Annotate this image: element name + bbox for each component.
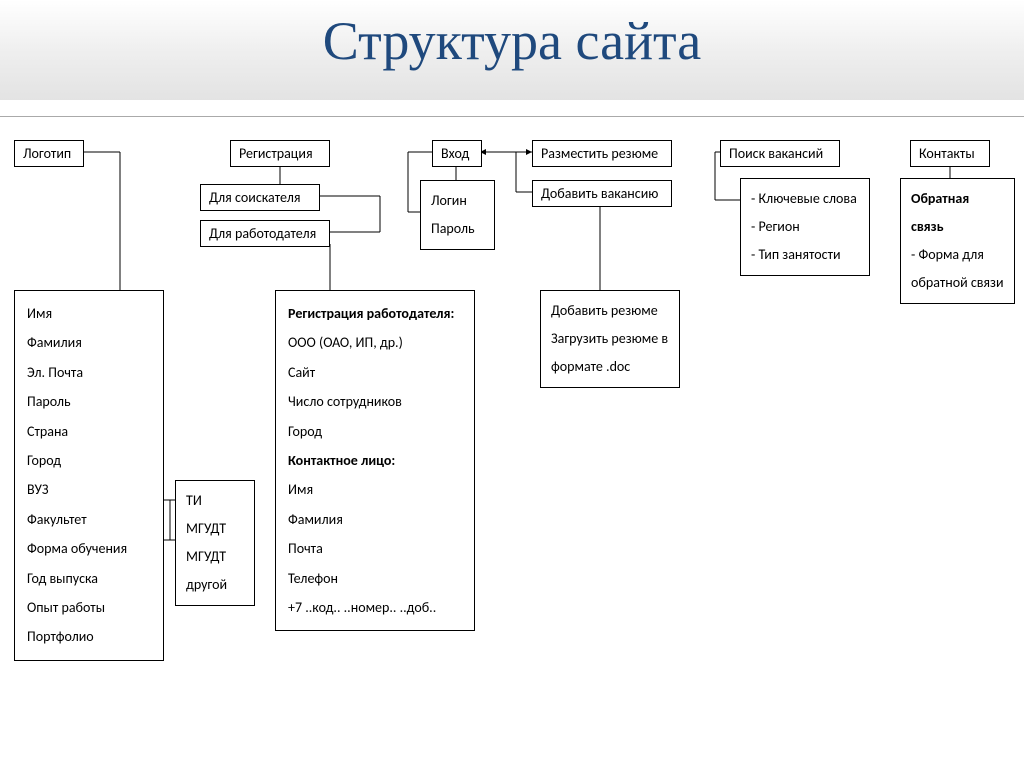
node-applicant-fields: ИмяФамилияЭл. ПочтаПарольСтранаГородВУЗФ… — [14, 290, 164, 661]
employer-line-4: Город — [288, 417, 462, 446]
node-resume-sub: Добавить резюме Загрузить резюме в форма… — [540, 290, 680, 388]
applicant-line-5: Город — [27, 446, 151, 475]
node-search-label: Поиск вакансий — [729, 145, 823, 162]
node-contacts-label: Контакты — [919, 145, 975, 162]
node-contacts-sub: Обратная связь - Форма для обратной связ… — [900, 178, 1015, 304]
contacts-sub-line-0: Обратная связь — [911, 185, 1004, 241]
node-login-sub: Логин Пароль — [420, 180, 495, 250]
node-logo-label: Логотип — [23, 145, 71, 162]
node-for-employer: Для работодателя — [200, 220, 330, 247]
search-sub-line-0: - Ключевые слова — [751, 185, 859, 213]
uni-line-2: другой — [186, 571, 244, 599]
applicant-line-2: Эл. Почта — [27, 358, 151, 387]
node-add-vacancy-label: Добавить вакансию — [541, 185, 658, 202]
node-post-resume-label: Разместить резюме — [541, 145, 658, 162]
divider-top — [0, 116, 1024, 117]
applicant-line-6: ВУЗ — [27, 475, 151, 504]
diagram-canvas: Логотип Регистрация Для соискателя Для р… — [0, 120, 1024, 767]
employer-line-3: Число сотрудников — [288, 387, 462, 416]
employer-line-7: Фамилия — [288, 505, 462, 534]
node-registration: Регистрация — [230, 140, 330, 167]
employer-line-2: Сайт — [288, 358, 462, 387]
employer-line-1: ООО (ОАО, ИП, др.) — [288, 328, 462, 357]
uni-line-0: ТИ МГУДТ — [186, 487, 244, 543]
applicant-line-3: Пароль — [27, 387, 151, 416]
node-login: Вход — [432, 140, 482, 167]
node-for-employer-label: Для работодателя — [209, 225, 316, 242]
login-sub-line-1: Пароль — [431, 215, 484, 243]
node-for-seeker: Для соискателя — [200, 184, 320, 211]
employer-line-10: +7 ..код.. ..номер.. ..доб.. — [288, 593, 462, 622]
node-contacts: Контакты — [910, 140, 990, 167]
applicant-line-9: Год выпуска — [27, 564, 151, 593]
resume-sub-line-1: Загрузить резюме в формате .doc — [551, 325, 669, 381]
employer-line-9: Телефон — [288, 564, 462, 593]
employer-line-8: Почта — [288, 534, 462, 563]
applicant-line-10: Опыт работы — [27, 593, 151, 622]
contacts-sub-line-1: - Форма для обратной связи — [911, 241, 1004, 297]
node-login-label: Вход — [441, 145, 469, 162]
applicant-line-1: Фамилия — [27, 328, 151, 357]
applicant-line-4: Страна — [27, 417, 151, 446]
page-title: Структура сайта — [0, 10, 1024, 72]
node-search-sub: - Ключевые слова - Регион - Тип занятост… — [740, 178, 870, 276]
applicant-line-0: Имя — [27, 299, 151, 328]
applicant-line-8: Форма обучения — [27, 534, 151, 563]
employer-line-6: Имя — [288, 475, 462, 504]
node-uni-list: ТИ МГУДТ МГУДТ другой — [175, 480, 255, 606]
node-registration-label: Регистрация — [239, 145, 313, 162]
search-sub-line-1: - Регион — [751, 213, 859, 241]
node-add-vacancy: Добавить вакансию — [532, 180, 672, 207]
search-sub-line-2: - Тип занятости — [751, 241, 859, 269]
applicant-line-11: Портфолио — [27, 622, 151, 651]
node-for-seeker-label: Для соискателя — [209, 189, 301, 206]
node-post-resume: Разместить резюме — [532, 140, 672, 167]
applicant-line-7: Факультет — [27, 505, 151, 534]
employer-line-0: Регистрация работодателя: — [288, 299, 462, 328]
resume-sub-line-0: Добавить резюме — [551, 297, 669, 325]
node-employer-reg: Регистрация работодателя:ООО (ОАО, ИП, д… — [275, 290, 475, 631]
employer-line-5: Контактное лицо: — [288, 446, 462, 475]
node-search: Поиск вакансий — [720, 140, 840, 167]
node-logo: Логотип — [14, 140, 84, 167]
uni-line-1: МГУДТ — [186, 543, 244, 571]
login-sub-line-0: Логин — [431, 187, 484, 215]
